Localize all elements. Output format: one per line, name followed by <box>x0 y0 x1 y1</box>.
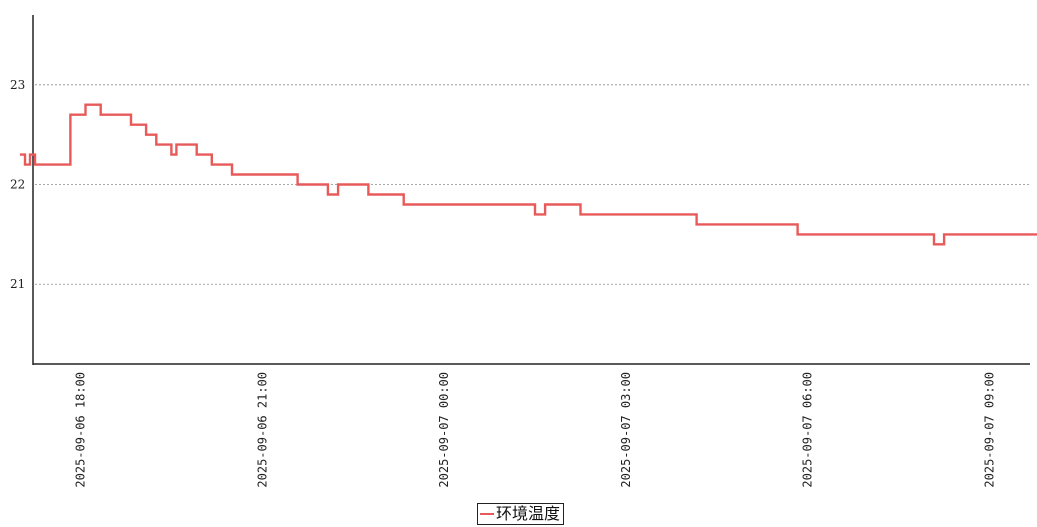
y-tick-labels: 21 22 23 <box>10 78 25 291</box>
x-tick-label: 2025-09-07 03:00 <box>619 372 633 488</box>
x-tick-label: 2025-09-07 00:00 <box>437 372 451 488</box>
y-tick-label: 23 <box>10 78 25 92</box>
grid-lines <box>35 84 1030 285</box>
legend[interactable]: 环境温度 <box>477 503 565 525</box>
x-tick-label: 2025-09-07 09:00 <box>983 372 997 488</box>
x-tick-labels: 2025-09-06 18:00 2025-09-06 21:00 2025-09-… <box>74 372 997 488</box>
y-tick-label: 22 <box>10 178 25 192</box>
legend-swatch-icon <box>480 513 494 515</box>
x-tick-label: 2025-09-06 18:00 <box>74 372 88 488</box>
x-tick-label: 2025-09-06 21:00 <box>255 372 269 488</box>
series-layer <box>19 103 1037 246</box>
series-line-0 <box>19 103 1037 246</box>
axes <box>32 15 1030 365</box>
y-tick-label: 21 <box>10 277 25 291</box>
legend-label: 环境温度 <box>496 504 561 523</box>
x-tick-label: 2025-09-07 06:00 <box>801 372 815 488</box>
